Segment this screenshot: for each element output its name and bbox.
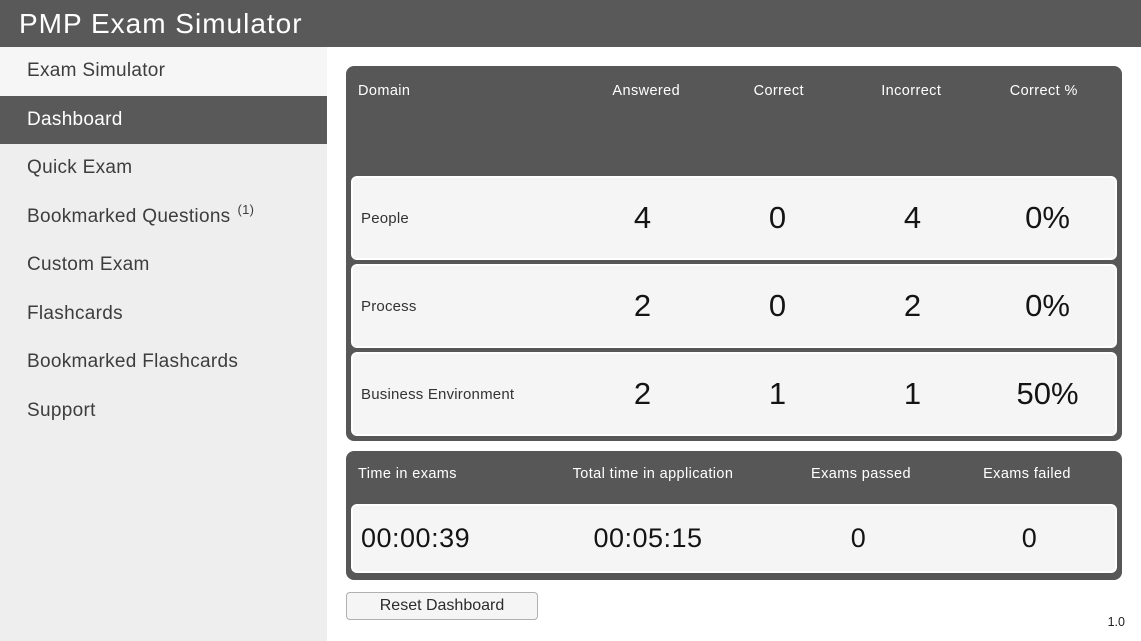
table-row: People 4 0 4 0% bbox=[351, 176, 1117, 260]
table-row: Process 2 0 2 0% bbox=[351, 264, 1117, 348]
total-time-value: 00:05:15 bbox=[593, 523, 703, 553]
sidebar-item-label: Flashcards bbox=[27, 302, 123, 324]
sidebar-item-label: Dashboard bbox=[27, 108, 123, 130]
incorrect-value: 1 bbox=[903, 376, 922, 411]
domain-name: Process bbox=[361, 297, 417, 315]
exams-failed-value: 0 bbox=[1021, 523, 1038, 553]
correct-value: 0 bbox=[768, 200, 787, 235]
correct-pct-value: 0% bbox=[1025, 200, 1070, 235]
incorrect-value: 4 bbox=[903, 200, 922, 235]
sidebar-item-bookmarked-flashcards[interactable]: Bookmarked Flashcards bbox=[0, 338, 327, 387]
domain-stats-panel: Domain Answered Correct Incorrect Correc… bbox=[346, 66, 1122, 441]
sidebar-item-label: Quick Exam bbox=[27, 157, 133, 179]
time-in-exams-value: 00:00:39 bbox=[361, 523, 471, 553]
column-header-total-time: Total time in application bbox=[572, 466, 734, 482]
time-stats-panel: Time in exams Total time in application … bbox=[346, 451, 1122, 580]
sidebar-item-label: Support bbox=[27, 399, 96, 421]
sidebar-item-quick-exam[interactable]: Quick Exam bbox=[0, 144, 327, 193]
column-header-correct: Correct bbox=[753, 83, 804, 99]
app-title: PMP Exam Simulator bbox=[19, 7, 303, 39]
domain-name: Business Environment bbox=[361, 385, 515, 403]
sidebar-item-exam-simulator[interactable]: Exam Simulator bbox=[0, 47, 327, 96]
app-version: 1.0 bbox=[1107, 615, 1125, 629]
correct-pct-value: 0% bbox=[1025, 288, 1070, 323]
column-header-time-in-exams: Time in exams bbox=[358, 466, 457, 482]
exams-passed-value: 0 bbox=[850, 523, 867, 553]
column-header-answered: Answered bbox=[612, 83, 681, 99]
sidebar-nav: Exam Simulator Dashboard Quick Exam Book… bbox=[0, 47, 327, 641]
sidebar-item-bookmarked-questions[interactable]: Bookmarked Questions (1) bbox=[0, 193, 327, 242]
stats-table-header: Time in exams Total time in application … bbox=[346, 451, 1122, 504]
app-header: PMP Exam Simulator bbox=[0, 0, 1141, 47]
correct-pct-value: 50% bbox=[1016, 376, 1079, 411]
domain-name: People bbox=[361, 209, 409, 227]
table-row: Business Environment 2 1 1 50% bbox=[351, 352, 1117, 436]
domain-table-header: Domain Answered Correct Incorrect Correc… bbox=[346, 66, 1122, 176]
sidebar-item-label: Bookmarked Flashcards bbox=[27, 351, 239, 373]
reset-dashboard-button[interactable]: Reset Dashboard bbox=[346, 592, 538, 620]
correct-value: 1 bbox=[768, 376, 787, 411]
column-header-exams-passed: Exams passed bbox=[811, 466, 911, 482]
sidebar-item-label: Custom Exam bbox=[27, 254, 150, 276]
correct-value: 0 bbox=[768, 288, 787, 323]
column-header-incorrect: Incorrect bbox=[881, 83, 942, 99]
sidebar-item-dashboard[interactable]: Dashboard bbox=[0, 95, 327, 144]
column-header-correct-pct: Correct % bbox=[1009, 83, 1078, 99]
incorrect-value: 2 bbox=[903, 288, 922, 323]
answered-value: 2 bbox=[633, 288, 652, 323]
answered-value: 4 bbox=[633, 200, 652, 235]
answered-value: 2 bbox=[633, 376, 652, 411]
dashboard-content: Domain Answered Correct Incorrect Correc… bbox=[327, 47, 1141, 641]
sidebar-item-custom-exam[interactable]: Custom Exam bbox=[0, 241, 327, 290]
sidebar-item-label: Exam Simulator bbox=[27, 60, 166, 82]
column-header-exams-failed: Exams failed bbox=[983, 466, 1071, 482]
column-header-domain: Domain bbox=[358, 83, 411, 99]
sidebar-item-flashcards[interactable]: Flashcards bbox=[0, 290, 327, 339]
bookmarked-questions-count-badge: (1) bbox=[237, 202, 255, 218]
stats-values-row: 00:00:39 00:05:15 0 0 bbox=[351, 504, 1117, 573]
sidebar-item-support[interactable]: Support bbox=[0, 387, 327, 436]
sidebar-item-label: Bookmarked Questions bbox=[27, 205, 231, 227]
